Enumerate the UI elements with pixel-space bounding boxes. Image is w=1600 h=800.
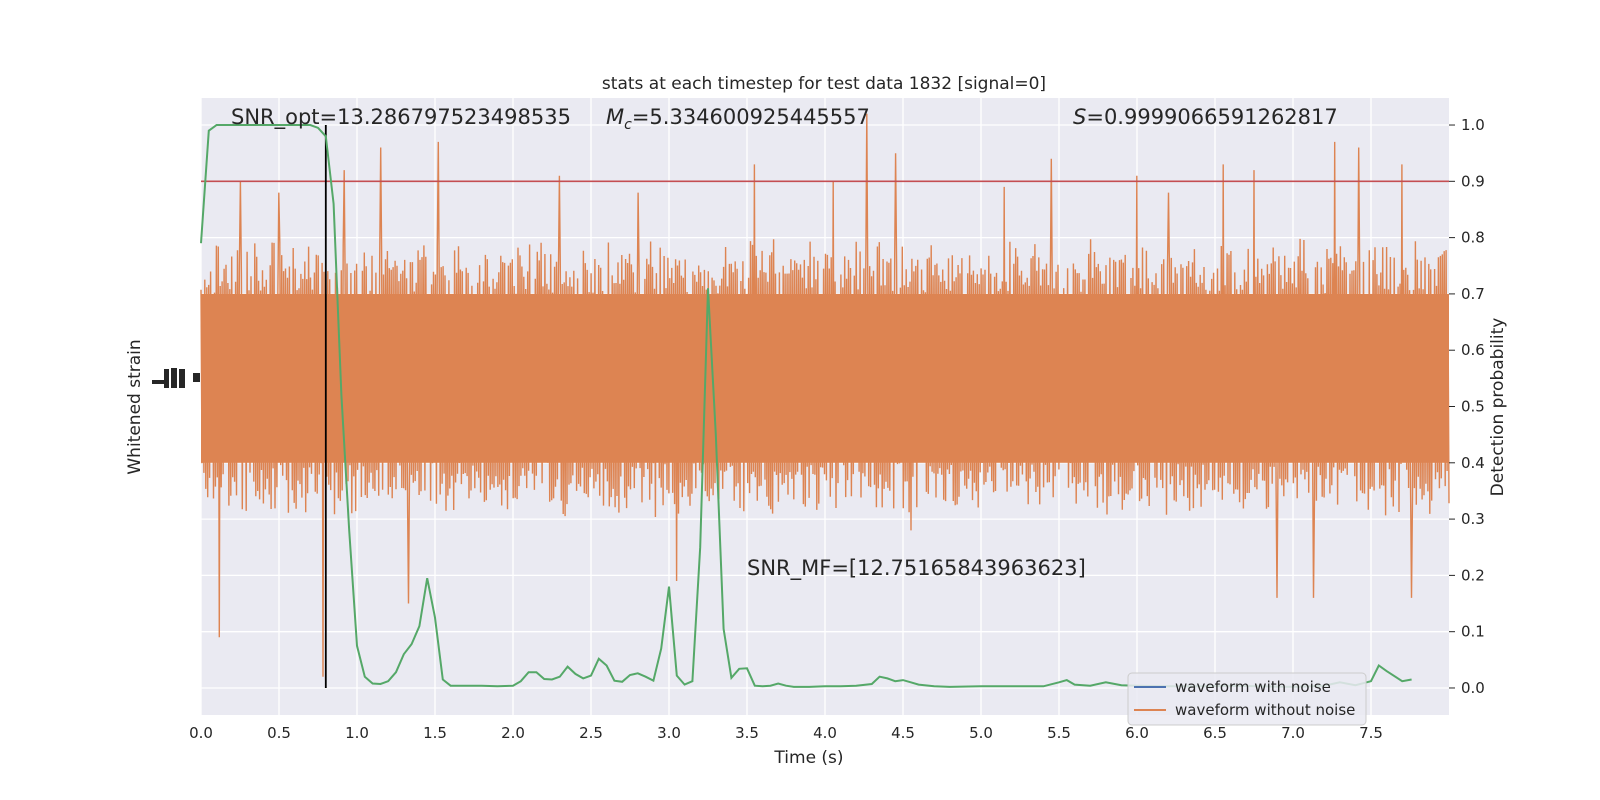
x-tick-label: 0.5	[267, 724, 291, 742]
y-axis-label-left: Whitened strain	[125, 339, 145, 474]
y-tick-label: 0.2	[1461, 566, 1485, 584]
chirp-mass-value: =5.334600925445557	[632, 105, 870, 129]
chirp-mass-subscript: c	[624, 117, 632, 133]
y-tick-labels-right: 0.0 0.1 0.2 0.3 0.4 0.5 0.6 0.7 0.8 0.9 1.0	[1449, 116, 1485, 697]
y-tick-label: 0.4	[1461, 454, 1485, 472]
y-tick-label: 0.0	[1461, 679, 1485, 697]
y-tick-label: 1.0	[1461, 116, 1485, 134]
snr-opt-annotation: SNR_opt=13.286797523498535	[231, 105, 571, 130]
chart-title: stats at each timestep for test data 183…	[602, 74, 1046, 94]
x-tick-label: 4.0	[813, 724, 837, 742]
y-tick-label: 0.5	[1461, 398, 1485, 416]
detection-probability-line	[200, 124, 1412, 688]
s-value: =0.9999066591262817	[1086, 105, 1337, 129]
x-tick-label: 5.0	[969, 724, 993, 742]
y-tick-label: 0.7	[1461, 285, 1485, 303]
x-tick-label: 1.5	[423, 724, 447, 742]
y-tick-label: 0.1	[1461, 623, 1485, 641]
y-tick-label: 0.3	[1461, 510, 1485, 528]
y-tick-label: 0.8	[1461, 229, 1485, 247]
x-tick-label: 3.5	[735, 724, 759, 742]
x-tick-label: 0.0	[189, 724, 213, 742]
y-axis-label-right: Detection probability	[1488, 318, 1508, 497]
x-tick-label: 2.5	[579, 724, 603, 742]
x-tick-label: 5.5	[1047, 724, 1071, 742]
s-annotation: S=0.9999066591262817	[1073, 105, 1338, 129]
x-tick-label: 7.0	[1281, 724, 1305, 742]
left-axis-ticks-collapsed	[152, 368, 200, 388]
y-tick-label: 0.9	[1461, 172, 1485, 190]
x-axis-label: Time (s)	[773, 748, 843, 768]
chirp-mass-symbol: M	[606, 105, 624, 129]
chirp-mass-annotation: Mc=5.334600925445557	[606, 105, 870, 133]
y-tick-label: 0.6	[1461, 341, 1485, 359]
x-tick-label: 6.0	[1125, 724, 1149, 742]
legend-label-with-noise: waveform with noise	[1175, 678, 1331, 696]
x-tick-label: 4.5	[891, 724, 915, 742]
x-tick-label: 3.0	[657, 724, 681, 742]
strain-series-without-noise	[200, 113, 1450, 677]
s-symbol: S	[1073, 105, 1086, 129]
x-tick-label: 7.5	[1359, 724, 1383, 742]
legend: waveform with noise waveform without noi…	[1127, 672, 1367, 726]
x-tick-label: 6.5	[1203, 724, 1227, 742]
x-tick-label: 1.0	[345, 724, 369, 742]
strain-core-band	[201, 293, 1449, 463]
x-tick-label: 2.0	[501, 724, 525, 742]
x-tick-labels: 0.0 0.5 1.0 1.5 2.0 2.5 3.0 3.5 4.0 4.5 5.0 5.5 6.0 6…	[189, 724, 1383, 742]
snr-mf-annotation: SNR_MF=[12.75165843963623]	[747, 556, 1086, 581]
legend-label-without-noise: waveform without noise	[1175, 701, 1355, 719]
